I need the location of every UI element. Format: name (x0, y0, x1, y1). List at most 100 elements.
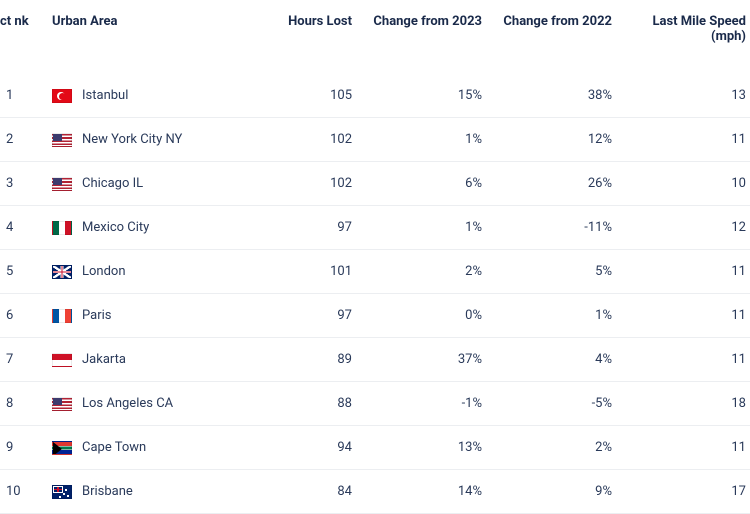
cell-change-2022: -11% (492, 206, 622, 250)
cell-hours-lost: 97 (242, 294, 362, 338)
cell-change-2022: -5% (492, 382, 622, 426)
cell-hours-lost: 84 (242, 470, 362, 514)
cell-change-2023: 15% (362, 74, 492, 118)
col-header-change-2022[interactable]: Change from 2022 (492, 0, 622, 74)
city-name: Brisbane (82, 484, 133, 499)
cell-rank: 3 (0, 162, 42, 206)
cell-urban-area: Paris (42, 294, 242, 338)
flag-icon (52, 485, 72, 499)
cell-urban-area: Istanbul (42, 74, 242, 118)
flag-icon (52, 221, 72, 235)
cell-last-mile-speed: 11 (622, 426, 750, 470)
cell-rank: 9 (0, 426, 42, 470)
table-row[interactable]: 6 Paris 970%1%11 (0, 294, 750, 338)
cell-last-mile-speed: 11 (622, 294, 750, 338)
cell-rank: 2 (0, 118, 42, 162)
cell-change-2023: 0% (362, 294, 492, 338)
flag-icon (52, 177, 72, 191)
city-name: Cape Town (82, 440, 146, 455)
col-header-urban[interactable]: Urban Area (42, 0, 242, 74)
cell-hours-lost: 94 (242, 426, 362, 470)
cell-change-2023: 6% (362, 162, 492, 206)
flag-icon (52, 441, 72, 455)
cell-change-2023: 1% (362, 118, 492, 162)
flag-icon (52, 133, 72, 147)
cell-rank: 8 (0, 382, 42, 426)
cell-hours-lost: 89 (242, 338, 362, 382)
cell-change-2023: 1% (362, 206, 492, 250)
city-name: Los Angeles CA (82, 396, 173, 411)
table-body: 1Istanbul10515%38%132New York City NY102… (0, 74, 750, 514)
table-header: ct nk Urban Area Hours Lost Change from … (0, 0, 750, 74)
traffic-scorecard-table: ct nk Urban Area Hours Lost Change from … (0, 0, 750, 514)
cell-last-mile-speed: 11 (622, 338, 750, 382)
table-row[interactable]: 3 Chicago IL 1026%26%10 (0, 162, 750, 206)
table-row[interactable]: 5 London 1012%5%11 (0, 250, 750, 294)
cell-change-2022: 2% (492, 426, 622, 470)
city-name: Paris (82, 308, 111, 323)
city-name: Jakarta (82, 352, 126, 367)
cell-hours-lost: 97 (242, 206, 362, 250)
city-name: New York City NY (82, 132, 182, 147)
cell-last-mile-speed: 11 (622, 250, 750, 294)
cell-hours-lost: 105 (242, 74, 362, 118)
city-name: London (82, 264, 126, 279)
cell-change-2023: -1% (362, 382, 492, 426)
cell-change-2023: 14% (362, 470, 492, 514)
cell-last-mile-speed: 11 (622, 118, 750, 162)
city-name: Istanbul (82, 88, 128, 103)
cell-urban-area: Jakarta (42, 338, 242, 382)
flag-icon (52, 397, 72, 411)
flag-icon (52, 353, 72, 367)
cell-rank: 7 (0, 338, 42, 382)
cell-last-mile-speed: 17 (622, 470, 750, 514)
cell-rank: 1 (0, 74, 42, 118)
cell-change-2023: 37% (362, 338, 492, 382)
col-header-rank[interactable]: ct nk (0, 0, 42, 74)
cell-urban-area: London (42, 250, 242, 294)
table-row[interactable]: 1 Istanbul 10515%38%13 (0, 74, 750, 118)
city-name: Mexico City (82, 220, 149, 235)
cell-hours-lost: 88 (242, 382, 362, 426)
cell-urban-area: Brisbane (42, 470, 242, 514)
table-row[interactable]: 2 New York City NY 1021%12%11 (0, 118, 750, 162)
table-row[interactable]: 8 Los Angeles CA 88-1%-5%18 (0, 382, 750, 426)
col-header-change-2023[interactable]: Change from 2023 (362, 0, 492, 74)
cell-hours-lost: 102 (242, 118, 362, 162)
flag-icon (52, 265, 72, 279)
col-header-hours[interactable]: Hours Lost (242, 0, 362, 74)
cell-change-2022: 4% (492, 338, 622, 382)
cell-rank: 6 (0, 294, 42, 338)
cell-rank: 4 (0, 206, 42, 250)
cell-urban-area: Mexico City (42, 206, 242, 250)
table-row[interactable]: 10 Brisbane 8414%9%17 (0, 470, 750, 514)
data-table: ct nk Urban Area Hours Lost Change from … (0, 0, 750, 514)
cell-hours-lost: 101 (242, 250, 362, 294)
cell-change-2022: 38% (492, 74, 622, 118)
col-header-speed[interactable]: Last Mile Speed (mph) (622, 0, 750, 74)
cell-last-mile-speed: 18 (622, 382, 750, 426)
cell-last-mile-speed: 10 (622, 162, 750, 206)
cell-change-2022: 1% (492, 294, 622, 338)
cell-change-2022: 5% (492, 250, 622, 294)
table-row[interactable]: 9 Cape Town 9413%2%11 (0, 426, 750, 470)
city-name: Chicago IL (82, 176, 143, 191)
cell-rank: 5 (0, 250, 42, 294)
cell-change-2023: 13% (362, 426, 492, 470)
cell-last-mile-speed: 13 (622, 74, 750, 118)
cell-change-2022: 26% (492, 162, 622, 206)
cell-urban-area: Cape Town (42, 426, 242, 470)
flag-icon (52, 89, 72, 103)
cell-urban-area: Los Angeles CA (42, 382, 242, 426)
flag-icon (52, 309, 72, 323)
cell-hours-lost: 102 (242, 162, 362, 206)
table-row[interactable]: 7 Jakarta 8937%4%11 (0, 338, 750, 382)
cell-last-mile-speed: 12 (622, 206, 750, 250)
cell-change-2022: 9% (492, 470, 622, 514)
cell-change-2023: 2% (362, 250, 492, 294)
cell-rank: 10 (0, 470, 42, 514)
cell-change-2022: 12% (492, 118, 622, 162)
cell-urban-area: Chicago IL (42, 162, 242, 206)
table-row[interactable]: 4 Mexico City 971%-11%12 (0, 206, 750, 250)
cell-urban-area: New York City NY (42, 118, 242, 162)
